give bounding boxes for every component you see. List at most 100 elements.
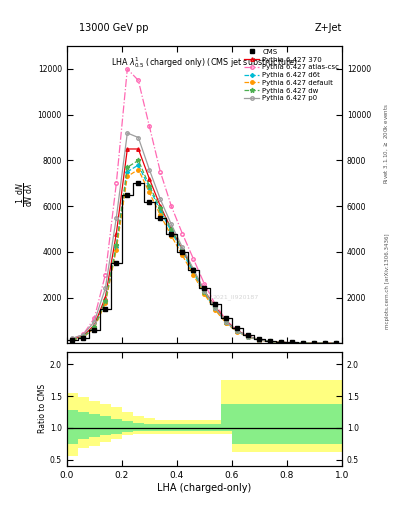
Pythia 6.427 dw <box>202 289 207 295</box>
Pythia 6.427 atlas-csc <box>114 180 119 186</box>
Pythia 6.427 p0 <box>70 335 75 342</box>
CMS <box>334 340 339 346</box>
CMS <box>323 340 328 346</box>
Pythia 6.427 d6t <box>235 328 240 334</box>
Pythia 6.427 370 <box>125 146 130 152</box>
Pythia 6.427 p0 <box>103 285 108 291</box>
Pythia 6.427 p0 <box>191 266 196 272</box>
Pythia 6.427 dw <box>180 246 185 252</box>
Pythia 6.427 default <box>103 300 108 306</box>
Pythia 6.427 d6t <box>136 162 141 168</box>
CMS <box>191 267 196 273</box>
Pythia 6.427 dw <box>312 340 317 346</box>
Line: Pythia 6.427 atlas-csc: Pythia 6.427 atlas-csc <box>71 67 338 345</box>
Pythia 6.427 atlas-csc <box>81 331 86 337</box>
Pythia 6.427 370 <box>301 340 306 346</box>
Pythia 6.427 dw <box>70 336 75 343</box>
Text: LHA $\lambda^{1}_{0.5}$ (charged only) (CMS jet substructure): LHA $\lambda^{1}_{0.5}$ (charged only) (… <box>111 55 298 70</box>
Pythia 6.427 default <box>235 329 240 335</box>
Pythia 6.427 default <box>125 174 130 180</box>
Pythia 6.427 dw <box>191 267 196 273</box>
Pythia 6.427 d6t <box>213 306 218 312</box>
CMS <box>158 215 163 221</box>
Pythia 6.427 p0 <box>257 337 262 343</box>
Line: Pythia 6.427 p0: Pythia 6.427 p0 <box>71 131 338 345</box>
Pythia 6.427 d6t <box>114 244 119 250</box>
Pythia 6.427 default <box>312 340 317 346</box>
Pythia 6.427 d6t <box>312 340 317 346</box>
Pythia 6.427 370 <box>202 288 207 294</box>
Pythia 6.427 atlas-csc <box>103 272 108 278</box>
Pythia 6.427 370 <box>114 230 119 237</box>
Pythia 6.427 default <box>92 325 97 331</box>
Pythia 6.427 default <box>81 334 86 340</box>
CMS <box>224 315 229 321</box>
Pythia 6.427 d6t <box>279 339 284 346</box>
Pythia 6.427 370 <box>312 340 317 346</box>
Pythia 6.427 d6t <box>180 249 185 255</box>
Pythia 6.427 atlas-csc <box>202 281 207 287</box>
Pythia 6.427 default <box>268 338 273 345</box>
CMS <box>92 327 97 333</box>
Legend: CMS, Pythia 6.427 370, Pythia 6.427 atlas-csc, Pythia 6.427 d6t, Pythia 6.427 de: CMS, Pythia 6.427 370, Pythia 6.427 atla… <box>243 48 340 102</box>
Pythia 6.427 370 <box>147 176 152 182</box>
Pythia 6.427 p0 <box>213 305 218 311</box>
Pythia 6.427 default <box>290 340 295 346</box>
Pythia 6.427 370 <box>191 267 196 273</box>
Pythia 6.427 p0 <box>235 328 240 334</box>
Pythia 6.427 default <box>191 272 196 278</box>
Pythia 6.427 p0 <box>92 318 97 325</box>
Pythia 6.427 default <box>279 339 284 346</box>
Pythia 6.427 p0 <box>301 340 306 346</box>
Pythia 6.427 d6t <box>301 340 306 346</box>
Pythia 6.427 370 <box>334 340 339 347</box>
Pythia 6.427 d6t <box>92 324 97 330</box>
Pythia 6.427 p0 <box>81 332 86 338</box>
CMS <box>202 285 207 291</box>
Text: Z+Jet: Z+Jet <box>314 23 342 33</box>
Pythia 6.427 d6t <box>158 208 163 214</box>
CMS <box>301 340 306 346</box>
Pythia 6.427 atlas-csc <box>180 230 185 237</box>
Pythia 6.427 atlas-csc <box>268 338 273 345</box>
Pythia 6.427 atlas-csc <box>92 315 97 321</box>
Pythia 6.427 atlas-csc <box>235 327 240 333</box>
CMS <box>125 191 130 198</box>
Text: Rivet 3.1.10, $\geq$ 200k events: Rivet 3.1.10, $\geq$ 200k events <box>383 103 390 184</box>
Pythia 6.427 p0 <box>279 339 284 346</box>
Line: CMS: CMS <box>70 181 338 346</box>
Pythia 6.427 p0 <box>169 221 174 227</box>
CMS <box>114 260 119 266</box>
Pythia 6.427 p0 <box>312 340 317 346</box>
CMS <box>279 338 284 345</box>
Pythia 6.427 370 <box>290 339 295 346</box>
Pythia 6.427 dw <box>235 328 240 334</box>
Pythia 6.427 d6t <box>257 337 262 343</box>
Y-axis label: $\frac{1}{\mathrm{d}N}\frac{\mathrm{d}N}{\mathrm{d}\lambda}$: $\frac{1}{\mathrm{d}N}\frac{\mathrm{d}N}… <box>15 182 36 207</box>
Text: mcplots.cern.ch [arXiv:1306.3436]: mcplots.cern.ch [arXiv:1306.3436] <box>385 234 390 329</box>
Pythia 6.427 d6t <box>70 336 75 343</box>
Pythia 6.427 d6t <box>169 228 174 234</box>
CMS <box>180 249 185 255</box>
Pythia 6.427 p0 <box>224 319 229 326</box>
Pythia 6.427 370 <box>268 338 273 345</box>
Pythia 6.427 dw <box>257 337 262 343</box>
Pythia 6.427 p0 <box>334 340 339 347</box>
Pythia 6.427 370 <box>70 336 75 343</box>
CMS <box>103 306 108 312</box>
Text: 13000 GeV pp: 13000 GeV pp <box>79 23 148 33</box>
Pythia 6.427 dw <box>169 226 174 232</box>
Pythia 6.427 370 <box>169 226 174 232</box>
Pythia 6.427 p0 <box>180 244 185 250</box>
Pythia 6.427 atlas-csc <box>169 203 174 209</box>
Pythia 6.427 atlas-csc <box>301 340 306 346</box>
Pythia 6.427 370 <box>235 328 240 334</box>
Pythia 6.427 370 <box>92 322 97 328</box>
Pythia 6.427 d6t <box>224 319 229 326</box>
Pythia 6.427 d6t <box>125 169 130 175</box>
Pythia 6.427 dw <box>334 340 339 347</box>
Pythia 6.427 default <box>257 337 262 343</box>
Pythia 6.427 default <box>334 340 339 347</box>
Pythia 6.427 atlas-csc <box>158 169 163 175</box>
Pythia 6.427 d6t <box>103 299 108 305</box>
